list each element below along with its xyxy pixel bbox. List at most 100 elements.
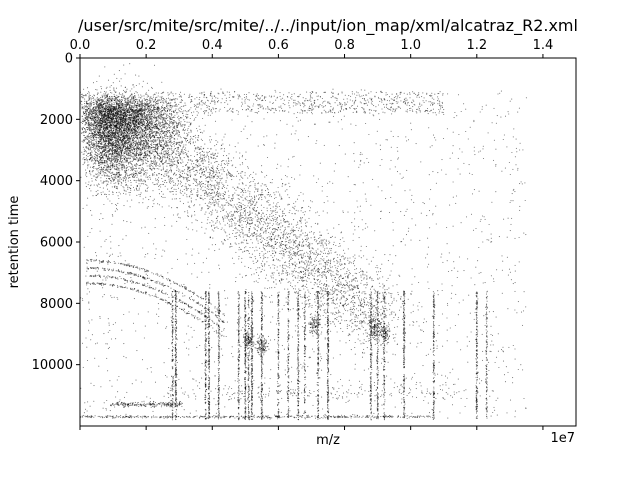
- scatter-point: [144, 148, 146, 150]
- scatter-point: [133, 108, 135, 110]
- scatter-point: [133, 158, 135, 160]
- scatter-point: [119, 193, 121, 195]
- scatter-point: [95, 136, 97, 138]
- scatter-point: [130, 167, 132, 170]
- scatter-point: [133, 127, 136, 129]
- scatter-point: [149, 111, 151, 114]
- scatter-point: [140, 156, 142, 158]
- scatter-point: [124, 126, 126, 129]
- scatter-point: [150, 140, 152, 142]
- scatter-point: [129, 118, 131, 120]
- scatter-point: [105, 143, 107, 145]
- scatter-point: [114, 146, 116, 148]
- scatter-point: [170, 167, 172, 169]
- scatter-point: [157, 118, 159, 120]
- scatter-point: [122, 177, 124, 179]
- scatter-point: [119, 155, 121, 157]
- scatter-point: [136, 110, 138, 112]
- scatter-point: [143, 124, 146, 127]
- scatter-point: [101, 160, 103, 162]
- scatter-point: [129, 194, 131, 196]
- scatter-point: [92, 111, 94, 113]
- scatter-point: [105, 124, 107, 126]
- scatter-point: [124, 153, 126, 155]
- scatter-point: [109, 162, 111, 165]
- scatter-point: [148, 110, 150, 112]
- scatter-point: [173, 140, 175, 142]
- scatter-point: [111, 143, 114, 146]
- scatter-point: [91, 138, 93, 140]
- scatter-point: [80, 121, 82, 123]
- scatter-point: [142, 202, 144, 204]
- scatter-point: [102, 138, 104, 140]
- scatter-point: [94, 139, 96, 141]
- scatter-point: [111, 186, 113, 188]
- scatter-point: [95, 159, 97, 161]
- scatter-point: [95, 179, 97, 181]
- scatter-point: [95, 144, 97, 146]
- scatter-point: [95, 129, 97, 131]
- scatter-point: [113, 148, 115, 151]
- scatter-point: [93, 132, 95, 134]
- scatter-point: [128, 156, 130, 158]
- scatter-point: [109, 140, 111, 142]
- scatter-point: [88, 112, 90, 114]
- scatter-point: [153, 158, 155, 160]
- scatter-point: [99, 131, 101, 133]
- scatter-point: [125, 151, 127, 153]
- scatter-point: [117, 114, 119, 117]
- scatter-point: [156, 103, 158, 105]
- scatter-point: [132, 157, 134, 159]
- scatter-point: [129, 166, 131, 168]
- scatter-point: [146, 163, 148, 165]
- scatter-point: [107, 169, 109, 171]
- scatter-point: [204, 143, 206, 145]
- scatter-point: [162, 144, 164, 146]
- scatter-point: [127, 147, 129, 149]
- scatter-point: [104, 175, 106, 177]
- scatter-point: [105, 105, 107, 107]
- scatter-point: [98, 120, 100, 122]
- scatter-point: [150, 160, 152, 162]
- scatter-point: [89, 159, 91, 161]
- scatter-point: [94, 160, 96, 162]
- scatter-point: [114, 141, 116, 144]
- scatter-point: [125, 190, 127, 192]
- scatter-point: [133, 164, 136, 166]
- scatter-point: [111, 180, 113, 182]
- scatter-point: [93, 139, 95, 141]
- scatter-point: [111, 176, 113, 179]
- scatter-point: [133, 142, 136, 144]
- scatter-point: [111, 159, 113, 161]
- scatter-point: [101, 123, 103, 125]
- scatter-point: [104, 129, 106, 131]
- scatter-point: [111, 156, 113, 158]
- scatter-point: [82, 139, 84, 141]
- scatter-point: [91, 146, 93, 148]
- scatter-point: [133, 136, 135, 138]
- scatter-point: [86, 142, 88, 144]
- scatter-point: [95, 155, 97, 157]
- scatter-point: [95, 110, 97, 112]
- scatter-point: [165, 99, 167, 101]
- scatter-point: [126, 132, 128, 134]
- scatter-point: [164, 155, 166, 157]
- scatter-point: [139, 139, 141, 141]
- scatter-point: [117, 131, 119, 133]
- scatter-point: [96, 143, 98, 145]
- scatter-point: [148, 124, 150, 127]
- scatter-point: [84, 103, 86, 105]
- scatter-point: [132, 168, 134, 170]
- scatter-point: [87, 123, 89, 125]
- scatter-point: [163, 150, 165, 152]
- scatter-point: [169, 116, 171, 118]
- scatter-point: [122, 127, 124, 129]
- scatter-point: [85, 169, 87, 171]
- scatter-point: [133, 134, 135, 137]
- scatter-point: [143, 97, 145, 99]
- scatter-point: [103, 109, 105, 112]
- scatter-point: [84, 140, 86, 142]
- scatter-point: [119, 146, 121, 148]
- scatter-point: [109, 130, 111, 133]
- scatter-point: [106, 156, 108, 158]
